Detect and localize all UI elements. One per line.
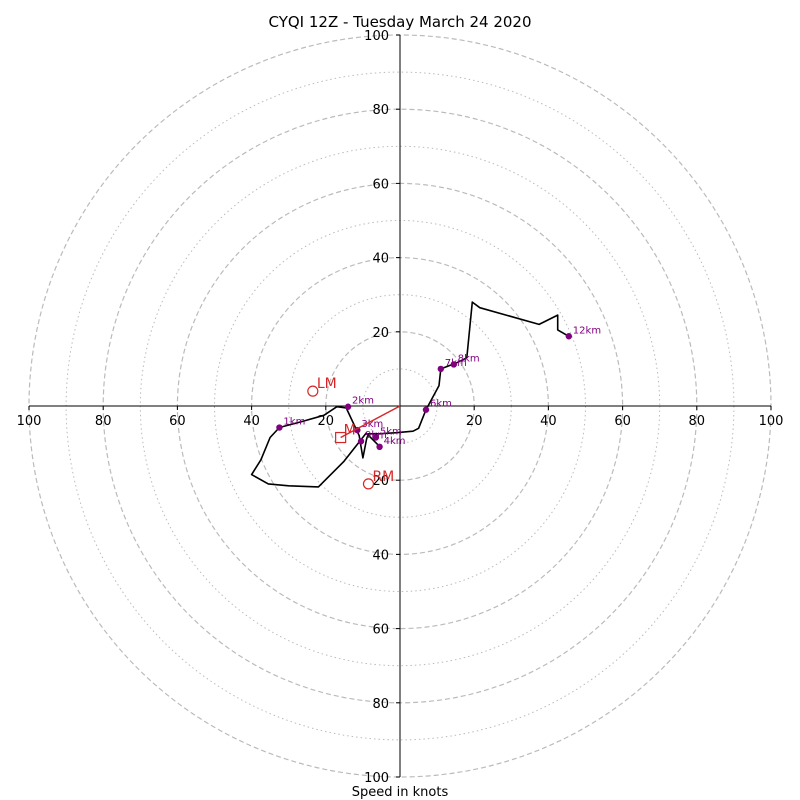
height-markers: 1km2km3km4km5km6km7km8km9km12km [276, 325, 601, 451]
x-tick-label: 60 [169, 414, 186, 429]
height-marker-12km [565, 333, 573, 340]
height-label-4km: 4km [384, 436, 406, 447]
x-tick-label: 60 [614, 414, 631, 429]
height-marker-5km [372, 434, 380, 441]
height-marker-9km [357, 438, 365, 445]
y-tick-label: 80 [372, 697, 389, 712]
hodograph-line [250, 301, 570, 488]
x-tick-label: 20 [318, 414, 335, 429]
x-tick-label: 40 [243, 414, 260, 429]
height-label-9km: 9km [365, 430, 387, 441]
x-tick-label: 100 [759, 414, 784, 429]
storm-motion: M LM RM [307, 376, 401, 490]
right-mover-label: RM [372, 469, 394, 485]
height-marker-2km [344, 403, 352, 410]
height-label-5km: 5km [380, 427, 402, 438]
height-label-2km: 2km [352, 396, 374, 407]
y-tick-label: 60 [372, 177, 389, 192]
right-mover-marker [362, 478, 375, 490]
y-tick-label: 20 [372, 326, 389, 341]
left-mover-marker [307, 385, 319, 397]
height-marker-7km [437, 365, 445, 373]
tick-labels: 100 80 60 40 20 20 40 60 80 100 100 80 60 40 20 20 40 60 8… [17, 29, 784, 786]
hodograph-series [250, 301, 570, 488]
y-tick-label: 80 [372, 103, 389, 118]
height-marker-6km [422, 406, 430, 413]
y-tick-label: 40 [372, 252, 389, 267]
height-label-6km: 6km [430, 399, 452, 410]
x-tick-label: 100 [17, 414, 42, 429]
y-tick-label: 40 [372, 548, 389, 563]
height-label-8km: 8km [458, 353, 480, 364]
height-marker-4km [376, 443, 383, 451]
height-label-1km: 1km [283, 417, 305, 428]
mean-wind-vector [340, 405, 401, 439]
left-mover-label: LM [317, 376, 337, 392]
chart-title: CYQI 12Z - Tuesday March 24 2020 [269, 13, 532, 31]
mean-wind-marker [335, 431, 347, 444]
x-tick-label: 40 [540, 414, 557, 429]
x-tick-label: 20 [466, 414, 483, 429]
mean-wind-label: M [344, 423, 356, 439]
x-tick-label: 80 [95, 414, 112, 429]
x-axis-label: Speed in knots [352, 785, 449, 800]
x-tick-label: 80 [689, 414, 706, 429]
y-tick-label: 20 [372, 474, 389, 489]
height-label-3km: 3km [361, 419, 383, 430]
y-tick-label: 100 [364, 29, 389, 44]
y-tick-label: 60 [372, 623, 389, 638]
height-marker-8km [450, 361, 457, 368]
height-label-12km: 12km [573, 325, 601, 336]
y-tick-label: 100 [364, 771, 389, 786]
height-marker-1km [276, 424, 283, 431]
